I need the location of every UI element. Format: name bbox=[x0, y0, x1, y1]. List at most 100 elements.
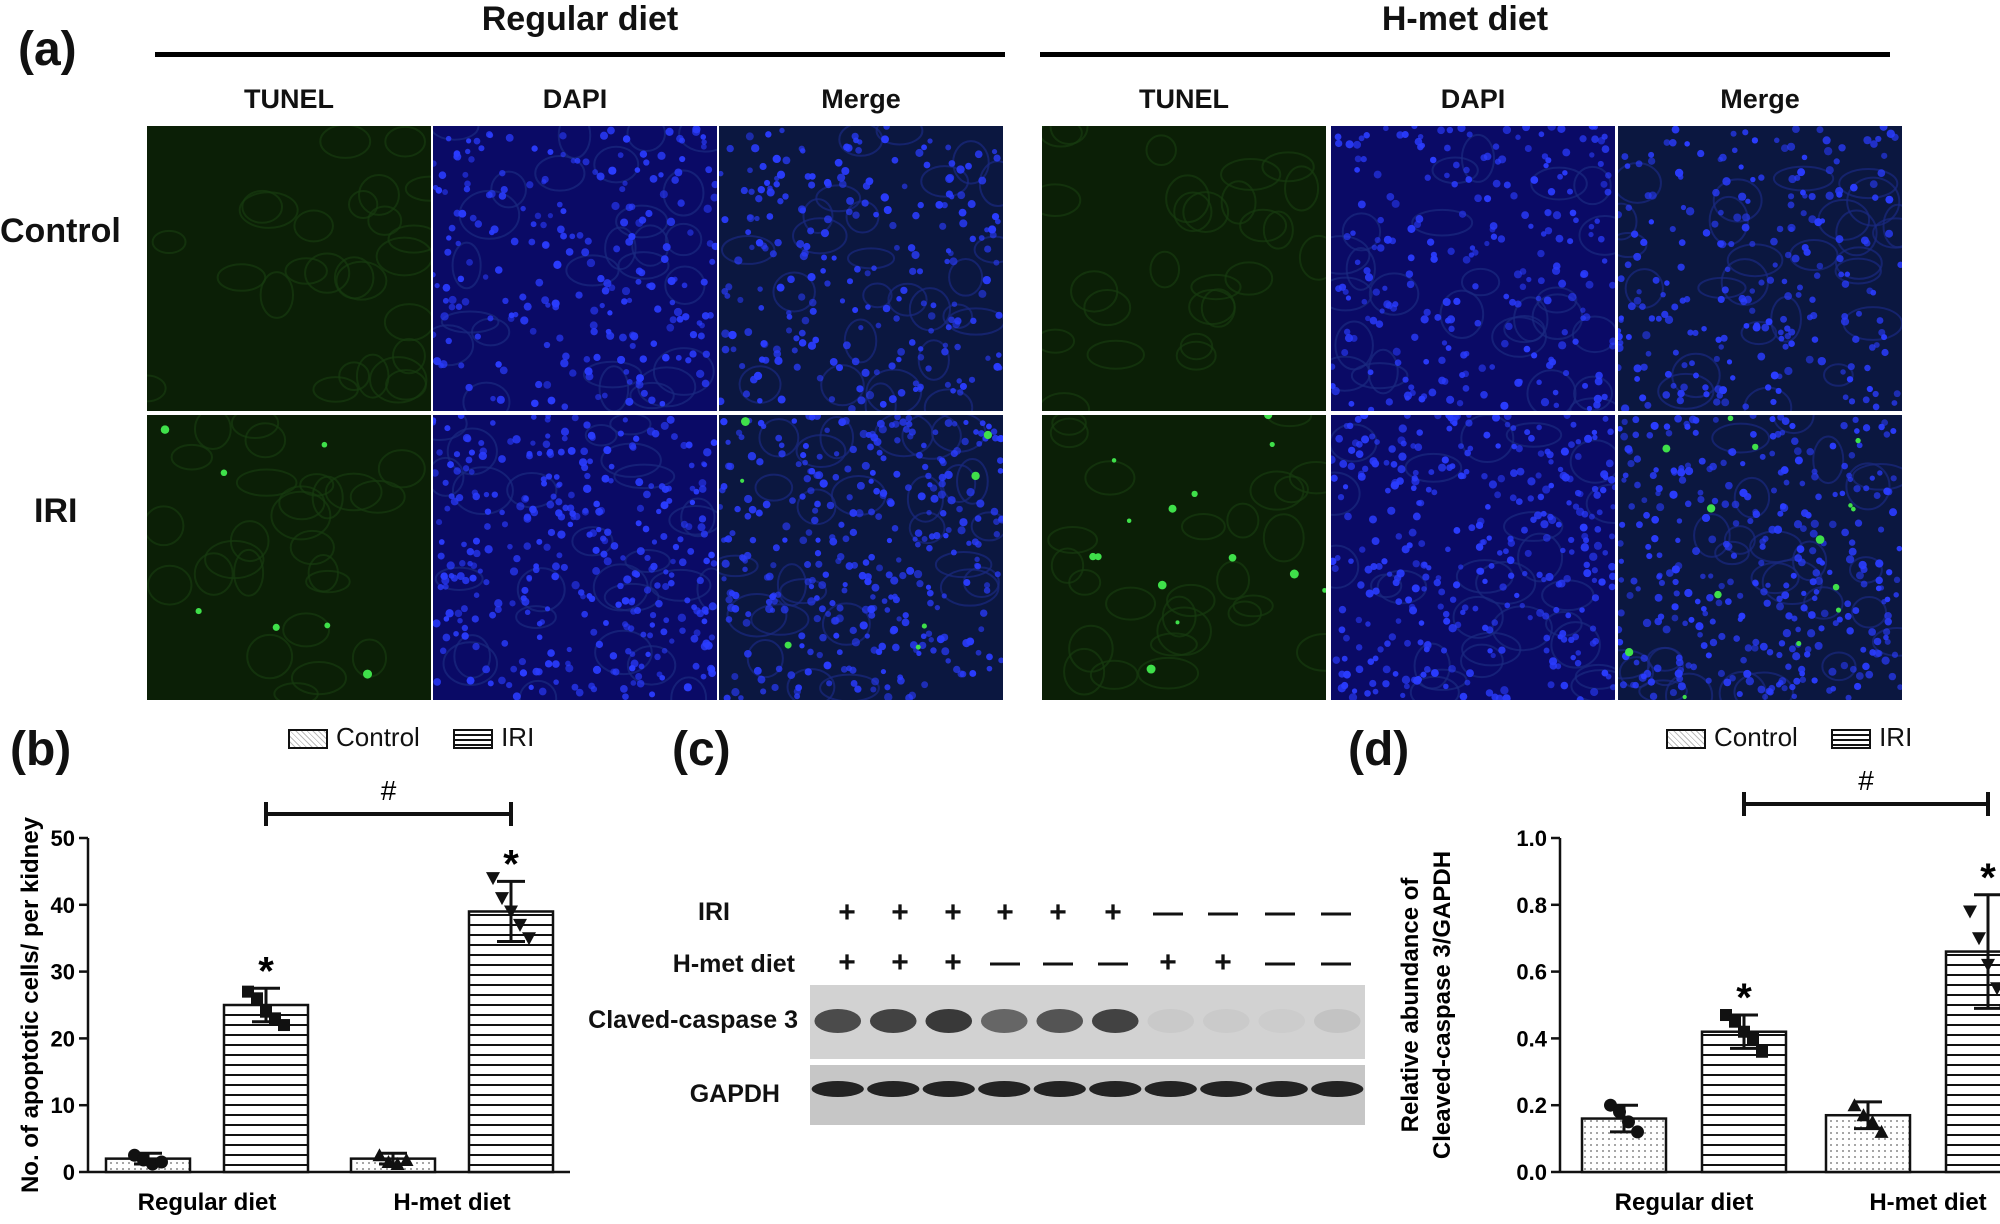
nucleus-dot bbox=[1547, 513, 1554, 521]
tubule-outline bbox=[1331, 235, 1371, 275]
nucleus-dot bbox=[1618, 364, 1622, 372]
tubule-outline bbox=[942, 303, 974, 330]
nucleus-dot bbox=[770, 592, 777, 599]
tubule-outline bbox=[617, 251, 670, 280]
nucleus-dot bbox=[1684, 500, 1692, 508]
micrograph-image bbox=[147, 126, 431, 411]
nucleus-dot bbox=[1836, 616, 1843, 623]
nucleus-dot bbox=[1647, 678, 1656, 686]
apoptotic-cell bbox=[740, 478, 745, 483]
nucleus-dot bbox=[679, 155, 686, 163]
nucleus-dot bbox=[1397, 465, 1406, 474]
nucleus-dot bbox=[675, 354, 682, 361]
apoptotic-cell bbox=[1228, 553, 1237, 562]
nucleus-dot bbox=[1386, 571, 1393, 577]
nucleus-dot bbox=[494, 266, 503, 274]
nucleus-dot bbox=[831, 255, 837, 261]
nucleus-dot bbox=[890, 576, 899, 585]
tubule-outline bbox=[1550, 621, 1601, 669]
nucleus-dot bbox=[601, 474, 610, 483]
nucleus-dot bbox=[1364, 273, 1374, 282]
nucleus-dot bbox=[812, 336, 820, 344]
tubule-outline bbox=[369, 356, 428, 404]
nucleus-dot bbox=[720, 483, 728, 490]
sign-hmet-lane-1: + bbox=[838, 946, 856, 979]
nucleus-dot bbox=[1720, 334, 1728, 342]
nucleus-dot bbox=[852, 211, 860, 219]
nucleus-dot bbox=[861, 461, 870, 470]
nucleus-dot bbox=[821, 254, 828, 261]
nucleus-dot bbox=[1784, 325, 1791, 332]
tubule-outline bbox=[1175, 340, 1217, 371]
nucleus-dot bbox=[1675, 654, 1683, 662]
nucleus-dot bbox=[800, 148, 806, 154]
nucleus-dot bbox=[1800, 509, 1809, 517]
nucleus-dot bbox=[771, 683, 779, 692]
nucleus-dot bbox=[1431, 489, 1438, 496]
nucleus-dot bbox=[1437, 126, 1445, 135]
nucleus-dot bbox=[1793, 447, 1802, 455]
sign-hmet-lane-10: — bbox=[1321, 946, 1351, 979]
nucleus-dot bbox=[596, 172, 605, 181]
nucleus-dot bbox=[1584, 434, 1593, 443]
nucleus-dot bbox=[1423, 308, 1431, 316]
nucleus-dot bbox=[1331, 363, 1336, 370]
nucleus-dot bbox=[986, 665, 993, 672]
tubule-outline bbox=[1460, 415, 1515, 463]
legend-label-iri: IRI bbox=[501, 722, 535, 752]
nucleus-dot bbox=[660, 501, 669, 510]
nucleus-dot bbox=[757, 186, 765, 194]
nucleus-dot bbox=[657, 151, 666, 160]
nucleus-dot bbox=[1846, 376, 1854, 383]
nucleus-dot bbox=[1528, 434, 1535, 442]
tubule-outline bbox=[1573, 165, 1612, 206]
nucleus-dot bbox=[1682, 620, 1688, 627]
significance-star: * bbox=[258, 949, 274, 993]
nucleus-dot bbox=[1727, 448, 1734, 455]
nucleus-dot bbox=[1417, 499, 1425, 507]
nucleus-dot bbox=[1425, 486, 1432, 493]
nucleus-dot bbox=[725, 596, 733, 604]
nucleus-dot bbox=[1685, 662, 1692, 669]
nucleus-dot bbox=[845, 562, 854, 570]
nucleus-dot bbox=[1881, 599, 1887, 605]
nucleus-dot bbox=[582, 158, 590, 166]
nucleus-dot bbox=[1796, 545, 1805, 554]
nucleus-dot bbox=[626, 297, 633, 303]
nucleus-dot bbox=[1795, 291, 1802, 298]
nucleus-dot bbox=[520, 205, 526, 212]
tubule-outline bbox=[442, 641, 499, 687]
nucleus-dot bbox=[700, 642, 709, 651]
nucleus-dot bbox=[875, 648, 883, 656]
nucleus-dot bbox=[1738, 192, 1747, 201]
nucleus-dot bbox=[1593, 541, 1603, 550]
nucleus-dot bbox=[608, 284, 616, 292]
data-point bbox=[1972, 932, 1986, 946]
nucleus-dot bbox=[1541, 153, 1549, 160]
nucleus-dot bbox=[974, 556, 980, 563]
nucleus-dot bbox=[1589, 625, 1597, 632]
nucleus-dot bbox=[1476, 567, 1485, 575]
nucleus-dot bbox=[1860, 580, 1868, 588]
nucleus-dot bbox=[965, 162, 972, 170]
nucleus-dot bbox=[930, 302, 937, 309]
tubule-outline bbox=[319, 126, 372, 159]
nucleus-dot bbox=[883, 126, 890, 130]
nucleus-dot bbox=[1684, 141, 1690, 147]
apoptotic-cell bbox=[1146, 664, 1156, 674]
nucleus-dot bbox=[951, 421, 958, 427]
nucleus-dot bbox=[1684, 588, 1693, 598]
nucleus-dot bbox=[1697, 495, 1705, 504]
nucleus-dot bbox=[650, 340, 658, 348]
nucleus-dot bbox=[1777, 469, 1784, 476]
nucleus-dot bbox=[1883, 634, 1889, 641]
sign-iri-lane-2: + bbox=[891, 896, 909, 929]
apoptotic-cell bbox=[1289, 569, 1299, 579]
micrograph-background bbox=[719, 415, 1003, 700]
nucleus-dot bbox=[926, 509, 932, 516]
nucleus-dot bbox=[905, 415, 913, 422]
nucleus-dot bbox=[464, 435, 472, 443]
nucleus-dot bbox=[888, 422, 895, 429]
y-tick-label: 0.6 bbox=[1516, 960, 1547, 985]
micrograph-dapi-iri bbox=[433, 415, 717, 700]
